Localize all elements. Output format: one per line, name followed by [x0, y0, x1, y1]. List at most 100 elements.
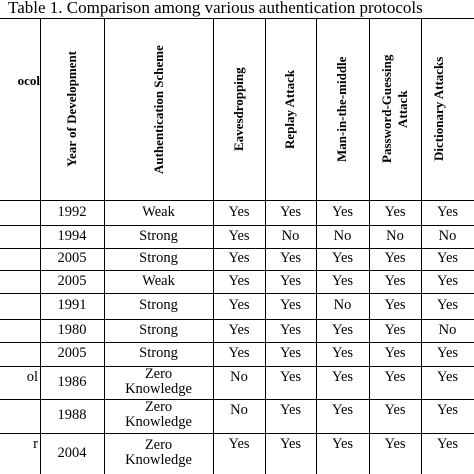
row-rule	[0, 200, 474, 201]
row-rule	[0, 399, 474, 400]
password-guessing-cell: Yes	[384, 402, 406, 418]
replay-cell: Yes	[279, 345, 302, 361]
mitm-cell: Yes	[331, 369, 354, 385]
header-year: Year of Development	[64, 50, 79, 167]
year-cell: 2004	[57, 444, 87, 461]
eavesdropping-cell: Yes	[228, 250, 250, 266]
row-rule	[0, 248, 474, 249]
scheme-line: Strong	[139, 321, 178, 338]
scheme-cell: Strong	[104, 251, 213, 266]
mitm-cell: Yes	[331, 345, 354, 361]
replay-cell: Yes	[279, 402, 302, 418]
table-caption: Table 1. Comparison among various authen…	[0, 0, 474, 18]
mitm-cell: Yes	[331, 250, 354, 266]
mitm-cell: No	[333, 297, 352, 313]
row-rule	[0, 433, 474, 434]
mitm-cell: Yes	[331, 321, 354, 338]
dictionary-cell: Yes	[436, 436, 459, 452]
mitm-cell: Yes	[331, 203, 354, 220]
dictionary-cell: No	[438, 227, 457, 244]
password-guessing-cell: No	[386, 227, 404, 244]
scheme-line: Knowledge	[125, 380, 192, 397]
year-cell: 1988	[57, 407, 87, 423]
scheme-line: Strong	[139, 250, 178, 266]
scheme-cell: Weak	[104, 273, 213, 289]
protocol-cell: ol	[26, 369, 38, 385]
replay-cell: Yes	[279, 250, 302, 266]
scheme-cell: Strong	[104, 298, 213, 313]
scheme-cell: Strong	[104, 321, 213, 338]
scheme-line: Strong	[139, 345, 178, 361]
dictionary-cell: Yes	[436, 272, 459, 289]
header-mitm: Man-in-the-middle	[334, 56, 349, 162]
dictionary-cell: Yes	[436, 297, 459, 313]
password-guessing-cell: Yes	[384, 250, 406, 266]
dictionary-cell: Yes	[436, 369, 459, 385]
password-guessing-cell: Yes	[384, 369, 406, 385]
password-guessing-cell: Yes	[384, 436, 406, 452]
scheme-line: Zero	[144, 436, 173, 453]
header-password-guessing-2: Attack	[395, 90, 410, 128]
header-protocol: ocol	[17, 73, 40, 88]
password-guessing-cell: Yes	[384, 321, 406, 338]
eavesdropping-cell: Yes	[228, 297, 250, 313]
replay-cell: Yes	[279, 297, 302, 313]
password-guessing-cell: Yes	[384, 297, 406, 313]
mitm-cell: No	[333, 227, 352, 244]
row-rule	[0, 293, 474, 294]
eavesdropping-cell: Yes	[228, 272, 250, 289]
scheme-cell: Strong	[104, 346, 213, 361]
row-rule	[0, 366, 474, 367]
header-eavesdropping: Eavesdropping	[231, 67, 246, 151]
scheme-line: Zero	[144, 399, 173, 415]
mitm-cell: Yes	[331, 436, 354, 452]
dictionary-cell: Yes	[436, 402, 459, 418]
scheme-line: Strong	[139, 227, 178, 244]
dictionary-cell: Yes	[436, 203, 459, 220]
replay-cell: Yes	[279, 436, 302, 452]
header-dictionary: Dictionary Attacks	[431, 56, 446, 161]
eavesdropping-cell: Yes	[228, 436, 250, 452]
year-cell: 2005	[57, 345, 87, 361]
password-guessing-cell: Yes	[384, 345, 406, 361]
scheme-cell: Zero Knowledge	[104, 400, 213, 430]
table-top-rule	[0, 18, 474, 19]
row-rule	[0, 270, 474, 271]
scheme-line: Strong	[139, 297, 178, 313]
row-rule	[0, 342, 474, 343]
eavesdropping-cell: Yes	[228, 227, 250, 244]
row-rule	[0, 225, 474, 226]
column-rule	[104, 18, 105, 474]
eavesdropping-cell: Yes	[228, 321, 250, 338]
eavesdropping-cell: Yes	[228, 203, 250, 220]
column-rule	[40, 18, 41, 474]
year-cell: 2005	[57, 272, 87, 289]
protocol-cell: r	[33, 436, 38, 452]
year-cell: 1994	[57, 227, 87, 244]
column-rule	[316, 18, 317, 474]
scheme-line: Zero	[144, 365, 173, 382]
password-guessing-cell: Yes	[384, 272, 406, 289]
replay-cell: Yes	[279, 272, 302, 289]
password-guessing-cell: Yes	[384, 203, 406, 220]
year-cell: 2005	[57, 250, 87, 266]
scheme-cell: Strong	[104, 227, 213, 244]
scheme-cell: Zero Knowledge	[104, 365, 213, 397]
mitm-cell: Yes	[331, 402, 354, 418]
dictionary-cell: Yes	[436, 250, 459, 266]
row-rule	[0, 319, 474, 320]
scheme-line: Weak	[142, 203, 175, 220]
replay-cell: Yes	[279, 321, 302, 338]
replay-cell: No	[281, 227, 300, 244]
dictionary-cell: Yes	[436, 345, 459, 361]
replay-cell: Yes	[279, 369, 302, 385]
column-rule	[369, 18, 370, 474]
year-cell: 1992	[57, 203, 87, 220]
column-rule	[421, 18, 422, 474]
eavesdropping-cell: No	[230, 369, 248, 385]
header-replay: Replay Attack	[282, 69, 297, 149]
column-rule	[265, 18, 266, 474]
scheme-cell: Weak	[104, 203, 213, 220]
scheme-line: Knowledge	[125, 414, 192, 430]
